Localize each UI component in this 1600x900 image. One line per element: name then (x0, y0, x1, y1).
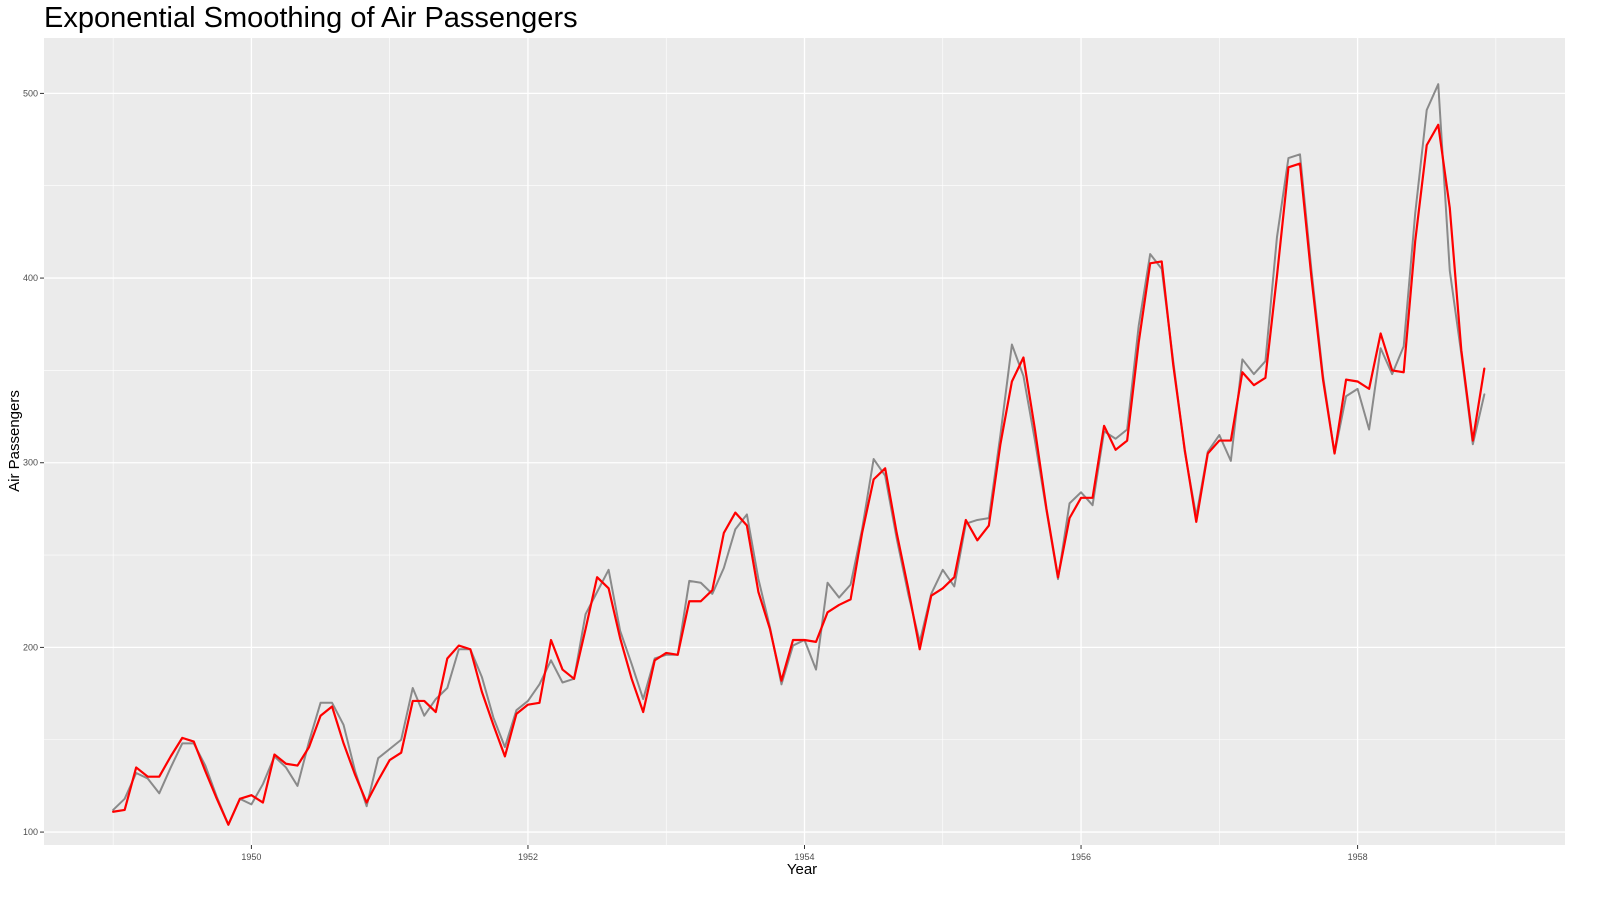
y-tick-label: 400 (23, 273, 38, 283)
tick-labels: 1950 1952 1954 1956 1958 100 200 300 400 500 (23, 88, 1368, 862)
x-tick-label: 1958 (1348, 852, 1368, 862)
series-layer (112, 83, 1486, 826)
y-tick-label: 300 (23, 458, 38, 468)
chart-title: Exponential Smoothing of Air Passengers (44, 2, 578, 34)
y-tick-label: 100 (23, 827, 38, 837)
y-tick-label: 200 (23, 642, 38, 652)
series-line-1 (112, 83, 1486, 826)
series-line-2 (112, 123, 1486, 826)
x-axis-title: Year (787, 861, 817, 878)
y-tick-label: 500 (23, 88, 38, 98)
x-tick-label: 1950 (241, 852, 261, 862)
x-tick-label: 1954 (794, 852, 814, 862)
axis-ticks (40, 92, 1359, 849)
x-tick-label: 1952 (518, 852, 538, 862)
y-axis-title: Air Passengers (6, 390, 23, 492)
x-tick-label: 1956 (1071, 852, 1091, 862)
